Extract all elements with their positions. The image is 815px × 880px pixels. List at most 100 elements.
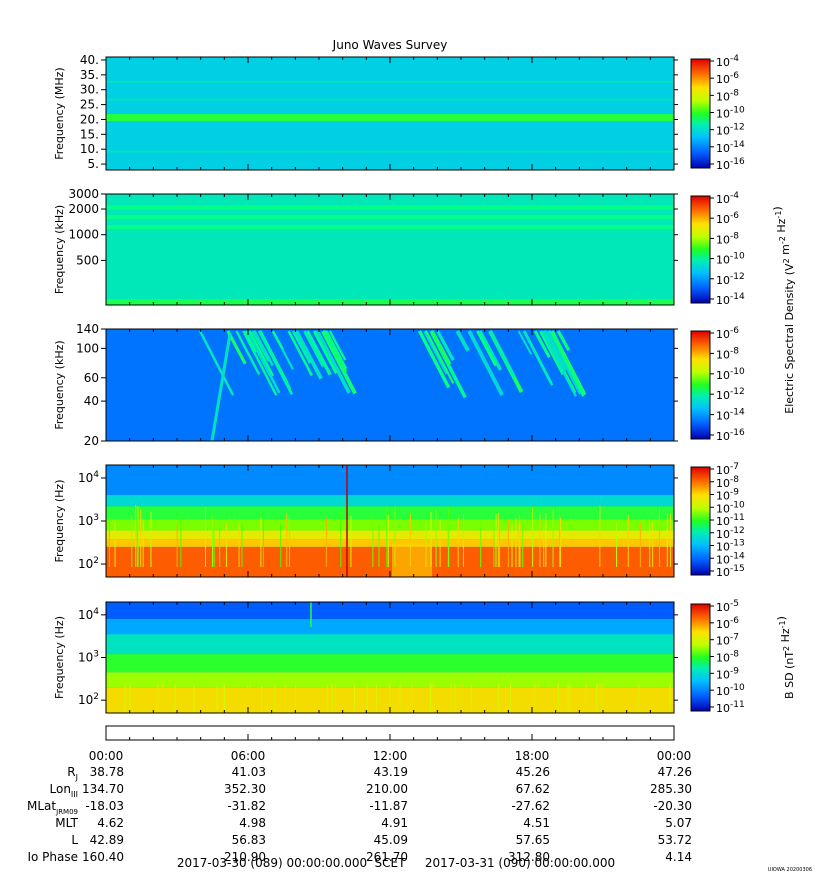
ephemeris-label: LonIII <box>50 782 79 799</box>
emission-streak <box>539 330 565 375</box>
y-tick-label: 30. <box>80 83 99 97</box>
y-tick-label: 3000 <box>68 187 99 201</box>
emission-streak <box>242 330 278 396</box>
y-axis-label: Frequency (Hz) <box>53 616 66 699</box>
y-axis: 20 40 60 100 140 <box>76 322 678 448</box>
ephemeris-value: -18.03 <box>85 799 124 813</box>
y-axis-label: Frequency (kHz) <box>53 340 66 429</box>
ephemeris-value: 4.98 <box>239 816 266 830</box>
ephemeris-label: MLT <box>55 816 78 830</box>
emission-streak <box>246 330 281 394</box>
colorbar: 10-710-810-910-1010-1110-1210-1310-1410-… <box>690 462 745 579</box>
panels: 5.10.15.20.25.30.35.40. Frequency (MHz) 10… <box>53 53 796 715</box>
colorbar-tick-label: 10-16 <box>716 428 745 443</box>
colorbar-tick-label: 10-4 <box>716 54 739 69</box>
y-tick-label: 103 <box>78 650 99 665</box>
colorbar-gradient <box>690 58 711 169</box>
ephemeris-label: MLatJRM09 <box>27 799 78 816</box>
emission-streak <box>198 330 235 396</box>
y-axis: 102 103 104 <box>78 607 678 707</box>
band-line <box>106 224 674 229</box>
ephemeris-value: -27.62 <box>511 799 550 813</box>
emission-streak <box>244 330 259 353</box>
emission-streak <box>476 330 498 367</box>
y-tick-label: 103 <box>78 513 99 528</box>
colorbar-gradient <box>690 466 711 576</box>
emission-streak <box>305 330 332 376</box>
colorbar-tick-label: 10-10 <box>716 252 745 267</box>
ephemeris-value: 134.70 <box>82 782 124 796</box>
colorbar-tick-label: 10-14 <box>716 140 745 155</box>
colorbar: 10-5 10-6 10-7 10-810-9 10-10 10-11 B SD (nT2 … <box>690 599 796 715</box>
colorbar-tick-label: 10-6 <box>716 211 739 226</box>
intensity-band <box>106 495 674 507</box>
ephemeris-value: -11.87 <box>369 799 408 813</box>
colorbar-tick-label: 10-13 <box>716 539 745 554</box>
colorbar-tick-label: 10-10 <box>716 106 745 121</box>
emission-streak <box>257 330 272 353</box>
emission-streak <box>325 330 348 370</box>
band-line <box>106 98 674 101</box>
ephemeris-value: 41.03 <box>232 765 266 779</box>
emission-streak <box>315 330 351 394</box>
y-tick-label: 20 <box>84 434 99 448</box>
intensity-band <box>106 539 674 547</box>
ephemeris-value: 160.40 <box>82 850 124 864</box>
emission-streak <box>488 330 516 378</box>
colorbar: 10-4 10-6 10-8 10-10 10-12 10-14 10-16 <box>690 54 745 172</box>
colorbar-tick-label: 10-5 <box>716 599 739 614</box>
emission-streak <box>436 330 455 361</box>
emission-streak <box>467 330 504 396</box>
y-tick-label: 104 <box>78 470 99 485</box>
ephemeris-label: L <box>71 833 78 847</box>
emission-streak <box>291 330 312 364</box>
spectrogram-background <box>106 57 674 170</box>
emission-streak <box>425 330 455 384</box>
ephemeris-label: Io Phase <box>27 850 78 864</box>
colorbar-tick-label: 10-12 <box>716 526 745 541</box>
ephemeris-value: 53.72 <box>658 833 692 847</box>
ephemeris-value: 57.65 <box>516 833 550 847</box>
y-tick-label: 1000 <box>68 228 99 242</box>
credit-label: UIOWA 20200306 <box>768 867 812 873</box>
intensity-band <box>106 506 674 520</box>
band-line <box>106 80 674 83</box>
colorbar-label: B SD (nT2 Hz-1) <box>775 616 796 699</box>
ephemeris-label: RJ <box>67 765 78 782</box>
ephemeris-value: 43.19 <box>374 765 408 779</box>
y-axis: 102 103 104 <box>78 470 678 571</box>
ephemeris-value: 261.70 <box>366 850 408 864</box>
y-tick-label: 20. <box>80 112 99 126</box>
band-20mhz <box>106 114 674 122</box>
emission-streak <box>556 330 571 352</box>
scet-label: SCET <box>375 856 407 870</box>
y-tick-label: 100 <box>76 341 99 355</box>
y-tick-label: 5. <box>88 157 99 171</box>
y-tick-label: 60 <box>84 371 99 385</box>
colorbar-tick-label: 10-8 <box>716 231 739 246</box>
intensity-band <box>106 654 674 673</box>
colorbar-tick-label: 10-6 <box>716 326 739 341</box>
band-line <box>106 215 674 220</box>
band-line <box>106 205 674 210</box>
emission-streak <box>541 330 577 397</box>
ephemeris-value: 210.90 <box>224 850 266 864</box>
emission-streak <box>321 330 357 395</box>
spectrogram-background <box>106 194 674 305</box>
colorbar-tick-label: 10-12 <box>716 272 745 287</box>
colorbar-tick-label: 10-7 <box>716 633 739 648</box>
yellow-patch <box>392 543 432 577</box>
colorbar-tick-label: 10-8 <box>716 475 739 490</box>
colorbar-tick-label: 10-14 <box>716 551 745 566</box>
time-tick-label: 00:00 <box>657 749 692 763</box>
colorbar-tick-label: 10-6 <box>716 616 739 631</box>
colorbar-tick-label: 10-6 <box>716 71 739 86</box>
emission-streak <box>455 330 470 352</box>
ephemeris-value: -20.30 <box>653 799 692 813</box>
colorbar-tick-label: 10-7 <box>716 462 739 477</box>
y-tick-label: 102 <box>78 692 99 707</box>
ephemeris-value: 210.00 <box>366 782 408 796</box>
